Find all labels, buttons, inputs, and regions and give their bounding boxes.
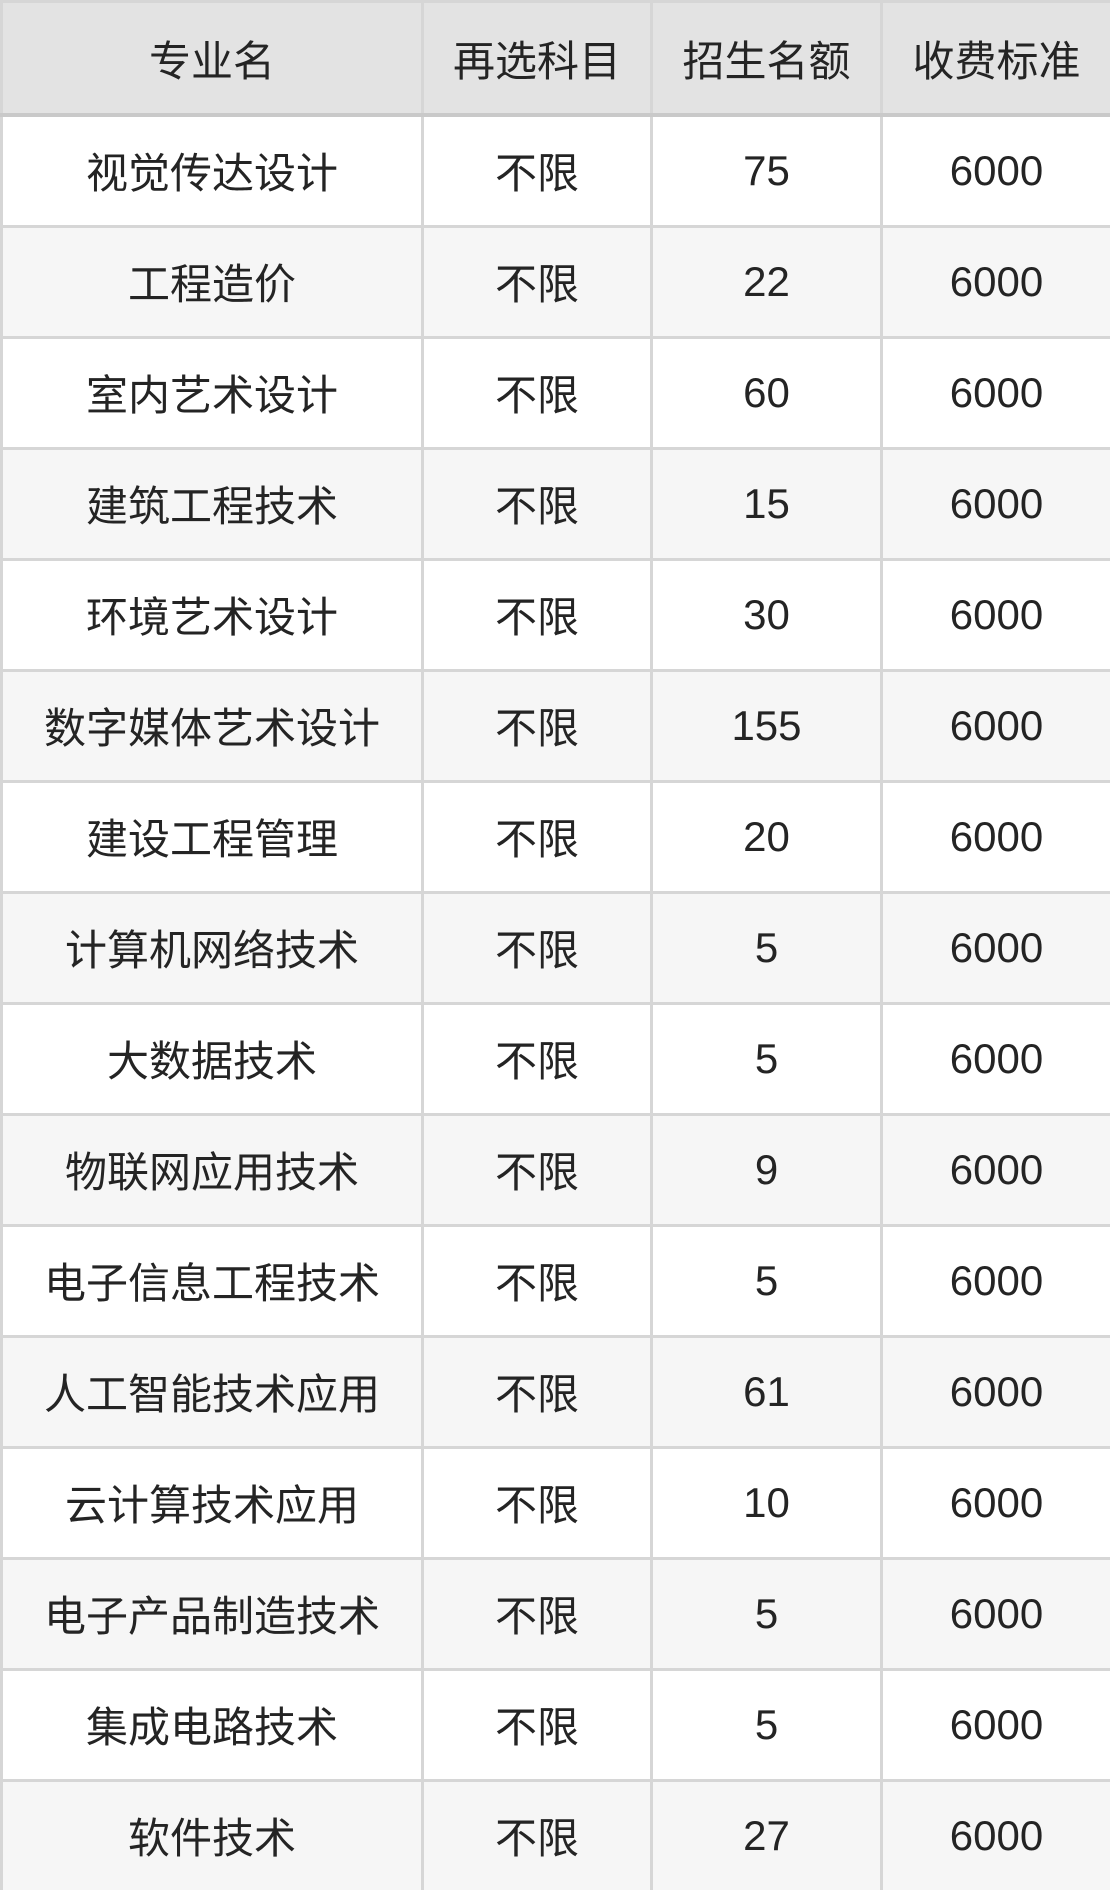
cell-quota: 30: [650, 557, 883, 672]
table-header: 专业名 再选科目 招生名额 收费标准: [0, 0, 1110, 117]
cell-quota: 22: [650, 224, 883, 339]
table-row: 物联网应用技术 不限 9 6000: [0, 1112, 1110, 1227]
cell-fee: 6000: [880, 1001, 1110, 1116]
cell-fee: 6000: [880, 779, 1110, 894]
cell-fee: 6000: [880, 1445, 1110, 1560]
cell-quota: 5: [650, 1667, 883, 1782]
cell-major: 视觉传达设计: [0, 113, 424, 228]
cell-fee: 6000: [880, 557, 1110, 672]
cell-major: 云计算技术应用: [0, 1445, 424, 1560]
cell-quota: 10: [650, 1445, 883, 1560]
cell-major: 环境艺术设计: [0, 557, 424, 672]
table-row: 集成电路技术 不限 5 6000: [0, 1667, 1110, 1782]
cell-fee: 6000: [880, 446, 1110, 561]
cell-subjects: 不限: [421, 1223, 653, 1338]
cell-fee: 6000: [880, 1778, 1110, 1890]
cell-major: 大数据技术: [0, 1001, 424, 1116]
header-row: 专业名 再选科目 招生名额 收费标准: [0, 0, 1110, 117]
cell-major: 计算机网络技术: [0, 890, 424, 1005]
table-row: 大数据技术 不限 5 6000: [0, 1001, 1110, 1116]
table-row: 软件技术 不限 27 6000: [0, 1778, 1110, 1890]
cell-quota: 61: [650, 1334, 883, 1449]
cell-fee: 6000: [880, 1556, 1110, 1671]
table-row: 工程造价 不限 22 6000: [0, 224, 1110, 339]
cell-fee: 6000: [880, 1112, 1110, 1227]
cell-fee: 6000: [880, 1667, 1110, 1782]
cell-subjects: 不限: [421, 224, 653, 339]
table-row: 室内艺术设计 不限 60 6000: [0, 335, 1110, 450]
cell-fee: 6000: [880, 335, 1110, 450]
cell-subjects: 不限: [421, 1112, 653, 1227]
cell-major: 人工智能技术应用: [0, 1334, 424, 1449]
cell-fee: 6000: [880, 113, 1110, 228]
table-row: 电子信息工程技术 不限 5 6000: [0, 1223, 1110, 1338]
cell-subjects: 不限: [421, 1667, 653, 1782]
cell-subjects: 不限: [421, 668, 653, 783]
cell-fee: 6000: [880, 890, 1110, 1005]
cell-subjects: 不限: [421, 890, 653, 1005]
cell-major: 电子产品制造技术: [0, 1556, 424, 1671]
cell-fee: 6000: [880, 1223, 1110, 1338]
cell-subjects: 不限: [421, 446, 653, 561]
cell-quota: 75: [650, 113, 883, 228]
table-row: 环境艺术设计 不限 30 6000: [0, 557, 1110, 672]
cell-major: 建筑工程技术: [0, 446, 424, 561]
cell-quota: 5: [650, 890, 883, 1005]
table-row: 建设工程管理 不限 20 6000: [0, 779, 1110, 894]
cell-quota: 5: [650, 1001, 883, 1116]
cell-quota: 5: [650, 1223, 883, 1338]
cell-subjects: 不限: [421, 1334, 653, 1449]
cell-major: 物联网应用技术: [0, 1112, 424, 1227]
cell-quota: 155: [650, 668, 883, 783]
cell-fee: 6000: [880, 1334, 1110, 1449]
cell-quota: 15: [650, 446, 883, 561]
table-body: 视觉传达设计 不限 75 6000 工程造价 不限 22 6000 室内艺术设计 不限 60 6000…: [0, 113, 1110, 1890]
cell-subjects: 不限: [421, 113, 653, 228]
table-row: 建筑工程技术 不限 15 6000: [0, 446, 1110, 561]
cell-fee: 6000: [880, 224, 1110, 339]
column-header-major: 专业名: [0, 0, 424, 117]
cell-subjects: 不限: [421, 1001, 653, 1116]
cell-quota: 60: [650, 335, 883, 450]
cell-subjects: 不限: [421, 1556, 653, 1671]
cell-major: 建设工程管理: [0, 779, 424, 894]
table-row: 计算机网络技术 不限 5 6000: [0, 890, 1110, 1005]
cell-subjects: 不限: [421, 1778, 653, 1890]
cell-major: 集成电路技术: [0, 1667, 424, 1782]
cell-subjects: 不限: [421, 557, 653, 672]
cell-quota: 9: [650, 1112, 883, 1227]
table-row: 数字媒体艺术设计 不限 155 6000: [0, 668, 1110, 783]
cell-subjects: 不限: [421, 335, 653, 450]
table-row: 电子产品制造技术 不限 5 6000: [0, 1556, 1110, 1671]
column-header-quota: 招生名额: [650, 0, 883, 117]
cell-subjects: 不限: [421, 1445, 653, 1560]
cell-major: 软件技术: [0, 1778, 424, 1890]
cell-major: 数字媒体艺术设计: [0, 668, 424, 783]
cell-quota: 27: [650, 1778, 883, 1890]
cell-major: 室内艺术设计: [0, 335, 424, 450]
table-row: 视觉传达设计 不限 75 6000: [0, 113, 1110, 228]
cell-quota: 5: [650, 1556, 883, 1671]
cell-quota: 20: [650, 779, 883, 894]
cell-subjects: 不限: [421, 779, 653, 894]
cell-major: 工程造价: [0, 224, 424, 339]
table-row: 云计算技术应用 不限 10 6000: [0, 1445, 1110, 1560]
cell-major: 电子信息工程技术: [0, 1223, 424, 1338]
cell-fee: 6000: [880, 668, 1110, 783]
column-header-fee: 收费标准: [880, 0, 1110, 117]
table-row: 人工智能技术应用 不限 61 6000: [0, 1334, 1110, 1449]
column-header-subjects: 再选科目: [421, 0, 653, 117]
